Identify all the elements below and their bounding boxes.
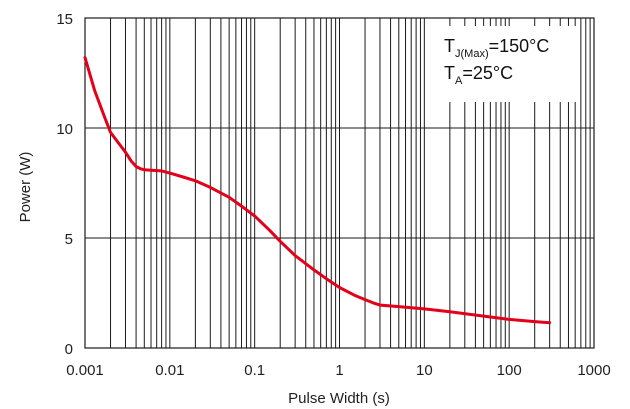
x-tick-label: 100 bbox=[497, 362, 522, 379]
annotation-line-2: TA=25°C bbox=[444, 63, 513, 87]
plot-border bbox=[84, 17, 595, 349]
y-tick-label: 10 bbox=[56, 121, 73, 138]
annotation-line-1: TJ(Max)=150°C bbox=[444, 36, 549, 60]
x-tick-label: 10 bbox=[416, 362, 433, 379]
series-line bbox=[83, 56, 552, 325]
y-axis-label: Power (W) bbox=[17, 152, 34, 223]
x-tick-label: 0.001 bbox=[66, 362, 104, 379]
y-tick-label: 0 bbox=[65, 341, 73, 358]
x-tick-labels: 0.001 0.01 0.1 1 10 100 1000 bbox=[66, 362, 610, 379]
x-axis-label: Pulse Width (s) bbox=[288, 390, 390, 407]
y-tick-label: 15 bbox=[56, 11, 73, 28]
x-tick-label: 0.1 bbox=[244, 362, 265, 379]
annotation-box bbox=[440, 26, 580, 102]
plot-frame bbox=[84, 17, 595, 349]
x-tick-label: 0.01 bbox=[155, 362, 184, 379]
annotation: TJ(Max)=150°C TA=25°C bbox=[444, 36, 549, 87]
x-tick-label: 1 bbox=[335, 362, 343, 379]
y-tick-labels: 0 5 10 15 bbox=[56, 11, 73, 358]
x-tick-label: 1000 bbox=[577, 362, 610, 379]
grid bbox=[84, 17, 594, 349]
y-tick-label: 5 bbox=[65, 231, 73, 248]
